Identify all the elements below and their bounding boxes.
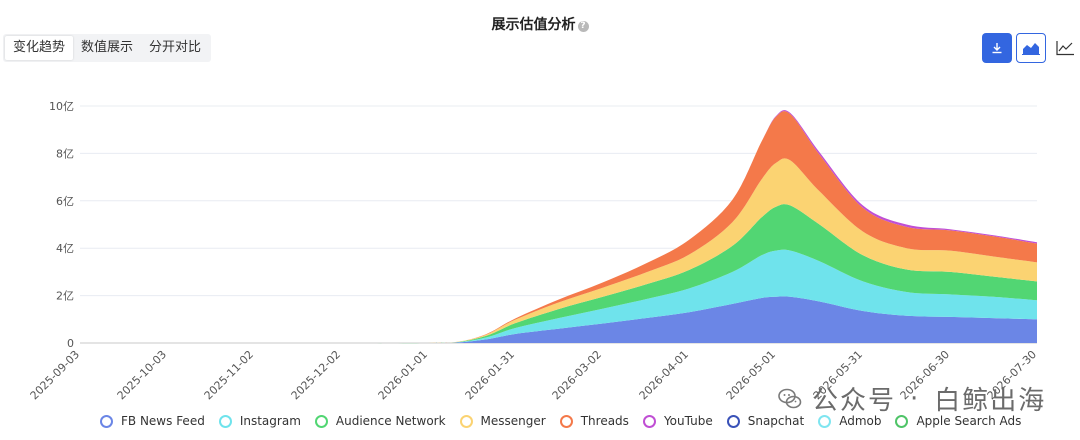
line-chart-icon: [1056, 41, 1074, 56]
legend-marker: [895, 414, 909, 428]
area-audience-network: [80, 204, 1037, 344]
x-tick-label: 2026-01-01: [376, 348, 430, 402]
legend-item-youtube[interactable]: YouTube: [642, 414, 713, 428]
y-tick-label: 8亿: [56, 147, 74, 160]
chart-title: 展示估值分析?: [0, 14, 1080, 34]
watermark-left: 公众号: [812, 386, 897, 416]
x-tick-label: 2025-12-02: [289, 348, 343, 402]
legend-item-audience-network[interactable]: Audience Network: [314, 414, 446, 428]
area-series: [80, 110, 1037, 344]
legend-item-admob[interactable]: Admob: [818, 414, 881, 428]
legend-label: Audience Network: [335, 414, 446, 428]
line-chart-button[interactable]: [1050, 33, 1080, 63]
x-tick-label: 2026-03-02: [550, 348, 604, 402]
legend-label: YouTube: [663, 414, 713, 428]
legend-marker: [559, 414, 573, 428]
download-icon: [992, 43, 1002, 54]
area-chart-icon: [1022, 43, 1040, 55]
legend-item-apple-search-ads[interactable]: Apple Search Ads: [895, 414, 1021, 428]
area-messenger: [80, 158, 1037, 344]
tab-compare[interactable]: 分开对比: [149, 40, 202, 55]
legend-item-instagram[interactable]: Instagram: [218, 414, 301, 428]
stacked-area-chart: 0 2亿 4亿 6亿 8亿 10亿 2025-09-03 2025-10-03 2025-11…: [28, 100, 1039, 402]
legend-label: Snapchat: [747, 414, 805, 428]
area-fb-news-feed: [80, 296, 1037, 344]
x-tick-label: 2026-04-01: [637, 348, 691, 402]
tab-trend[interactable]: 变化趋势: [5, 36, 74, 60]
legend: FB News Feed Instagram Audience Network Mes…: [100, 414, 1035, 428]
watermark: 公众号 · 白鲸出海: [778, 380, 1046, 417]
legend-label: Apple Search Ads: [916, 414, 1022, 428]
help-icon[interactable]: ?: [577, 21, 589, 32]
legend-item-snapchat[interactable]: Snapchat: [726, 414, 805, 428]
tab-values[interactable]: 数值展示: [81, 40, 134, 55]
x-tick-label: 2025-11-02: [202, 348, 256, 402]
legend-marker: [100, 414, 113, 428]
legend-label: FB News Feed: [121, 414, 205, 428]
legend-label: Messenger: [480, 414, 546, 428]
y-tick-label: 2亿: [56, 290, 74, 303]
legend-label: Admob: [839, 414, 882, 428]
watermark-right: 白鲸出海: [934, 386, 1047, 416]
wechat-icon: [778, 388, 802, 408]
legend-marker: [218, 414, 232, 428]
x-tick-label: 2025-09-03: [28, 348, 82, 402]
chart-title-text: 展示估值分析: [491, 17, 576, 33]
area-chart-button[interactable]: [1016, 33, 1046, 63]
x-tick-label: 2026-01-31: [463, 348, 517, 402]
chart-toolbar: [982, 33, 1080, 63]
y-tick-label: 10亿: [49, 100, 74, 113]
download-button[interactable]: [982, 33, 1012, 63]
x-tick-label: 2026-05-01: [724, 348, 778, 402]
legend-item-fb-news-feed[interactable]: FB News Feed: [100, 414, 205, 428]
y-tick-label: 6亿: [56, 195, 74, 208]
legend-marker: [726, 414, 740, 428]
legend-item-messenger[interactable]: Messenger: [459, 414, 546, 428]
legend-marker: [818, 414, 832, 428]
legend-item-threads[interactable]: Threads: [559, 414, 629, 428]
view-tabs: 变化趋势 数值展示 分开对比: [3, 34, 212, 62]
legend-label: Threads: [580, 414, 629, 428]
legend-label: Instagram: [239, 414, 301, 428]
legend-marker: [642, 414, 656, 428]
y-tick-label: 0: [67, 337, 74, 350]
watermark-separator: ·: [910, 383, 921, 414]
y-tick-label: 4亿: [56, 242, 74, 255]
legend-marker: [314, 414, 328, 428]
y-axis: 0 2亿 4亿 6亿 8亿 10亿: [49, 100, 74, 350]
legend-marker: [459, 414, 473, 428]
area-instagram: [80, 249, 1037, 344]
x-tick-label: 2025-10-03: [115, 348, 169, 402]
